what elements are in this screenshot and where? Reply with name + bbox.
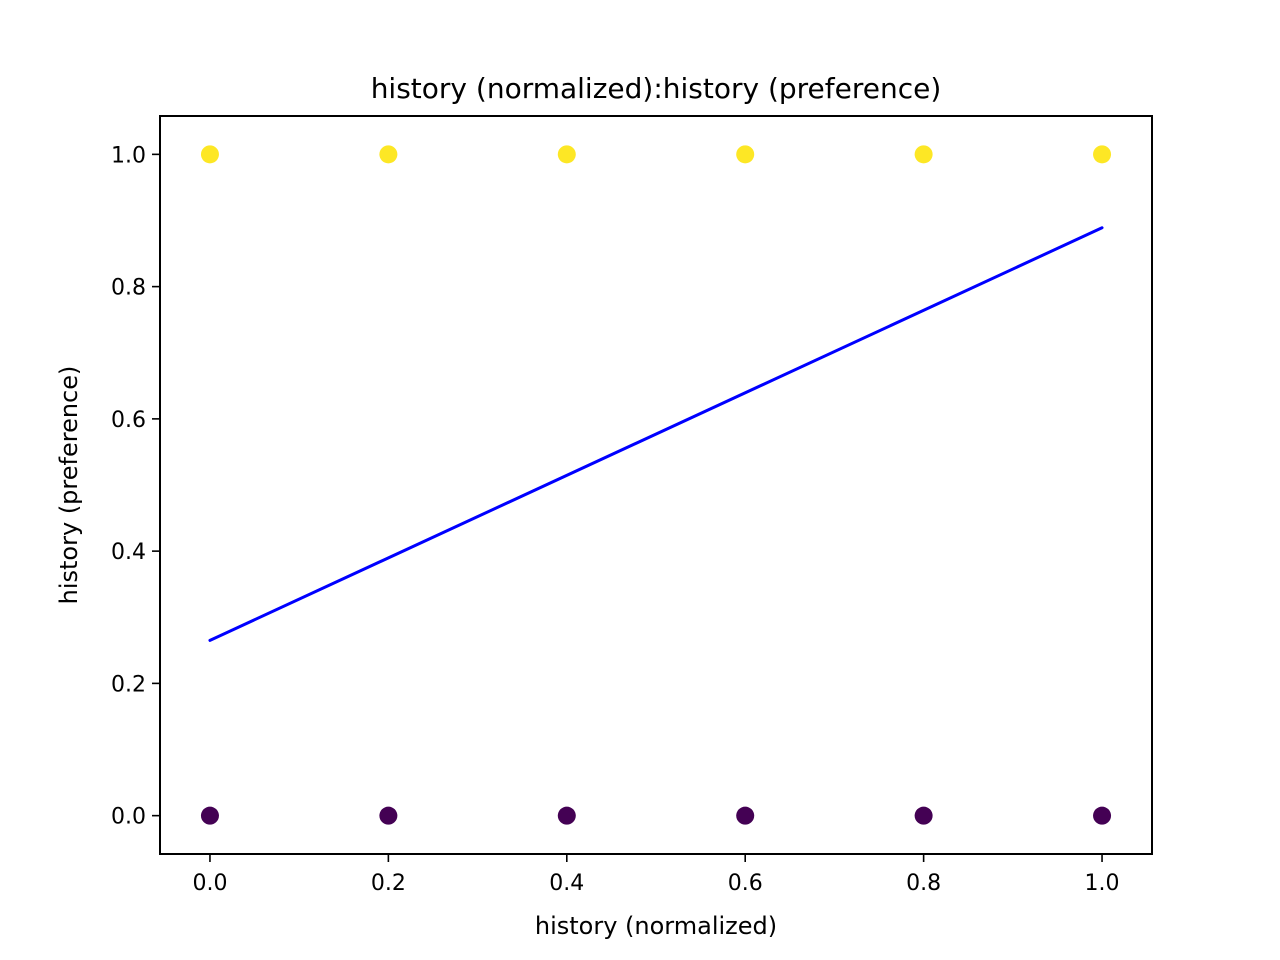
x-tick-label-3: 0.6 bbox=[728, 871, 763, 896]
point-class-0-1 bbox=[379, 806, 398, 825]
chart-title: history (normalized):history (preference… bbox=[371, 72, 942, 105]
point-class-1-0 bbox=[200, 145, 219, 164]
y-tick-label-1: 0.2 bbox=[111, 672, 146, 697]
x-tick-label-2: 0.4 bbox=[549, 871, 584, 896]
point-class-0-4 bbox=[914, 806, 933, 825]
point-class-0-3 bbox=[736, 806, 755, 825]
y-tick-label-0: 0.0 bbox=[111, 805, 146, 830]
x-tick-label-5: 1.0 bbox=[1085, 871, 1120, 896]
point-class-1-2 bbox=[557, 145, 576, 164]
ticks-layer: 0.0 0.2 0.4 0.6 0.8 1.0 0.0 0.2 0.4 0.6 0.8 1.0 bbox=[111, 143, 1120, 896]
y-tick-label-2: 0.4 bbox=[111, 540, 146, 565]
y-axis-label: history (preference) bbox=[55, 366, 83, 605]
x-tick-label-1: 0.2 bbox=[371, 871, 406, 896]
x-tick-label-4: 0.8 bbox=[906, 871, 941, 896]
axes-frame bbox=[159, 115, 1153, 855]
point-class-1-5 bbox=[1093, 145, 1112, 164]
y-tick-label-3: 0.6 bbox=[111, 408, 146, 433]
point-class-1-3 bbox=[736, 145, 755, 164]
y-tick-label-4: 0.8 bbox=[111, 276, 146, 301]
point-class-1-4 bbox=[914, 145, 933, 164]
point-class-0-0 bbox=[200, 806, 219, 825]
plot-layer bbox=[200, 145, 1112, 825]
fit-line bbox=[208, 226, 1104, 642]
point-class-0-5 bbox=[1093, 806, 1112, 825]
point-class-0-2 bbox=[557, 806, 576, 825]
point-class-1-1 bbox=[379, 145, 398, 164]
x-axis-label: history (normalized) bbox=[535, 912, 777, 940]
y-tick-label-5: 1.0 bbox=[111, 143, 146, 168]
x-tick-label-0: 0.0 bbox=[192, 871, 227, 896]
